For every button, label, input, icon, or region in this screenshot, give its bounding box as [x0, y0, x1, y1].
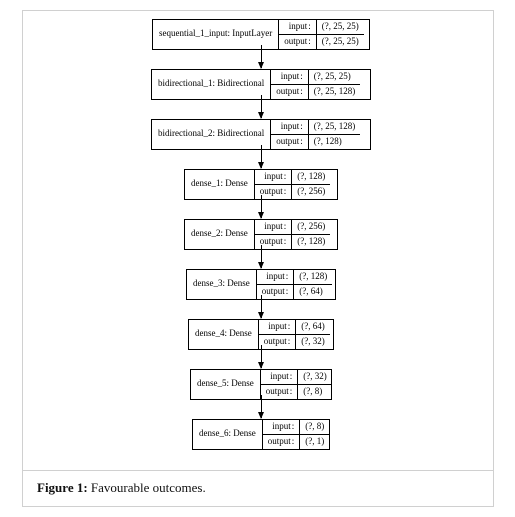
flow-arrow [261, 45, 262, 68]
io-key-output: output [271, 85, 309, 99]
io-val-output: (?, 256) [292, 185, 330, 199]
io-val-input: (?, 25, 25) [317, 20, 364, 35]
io-val-input: (?, 25, 25) [309, 70, 361, 85]
io-val-input: (?, 64) [296, 320, 330, 335]
layer-label: dense_4: Dense [189, 320, 259, 349]
flow-arrow [261, 345, 262, 368]
io-val-output: (?, 128) [309, 135, 361, 149]
io-key-input: input [263, 420, 301, 435]
io-key-input: input [255, 170, 293, 185]
flow-arrow [261, 95, 262, 118]
flow-arrow [261, 395, 262, 418]
layer-label: dense_2: Dense [185, 220, 255, 249]
model-diagram: sequential_1_input: InputLayerinputoutpu… [23, 11, 493, 471]
io-val-output: (?, 64) [294, 285, 332, 299]
layer-label: dense_1: Dense [185, 170, 255, 199]
caption-text: Favourable outcomes. [88, 480, 206, 495]
io-val-output: (?, 32) [296, 335, 330, 349]
io-key-output: output [271, 135, 309, 149]
io-key-output: output [259, 335, 297, 349]
io-val-output: (?, 25, 25) [317, 35, 364, 49]
layer-label: dense_6: Dense [193, 420, 263, 449]
layer-label: dense_5: Dense [191, 370, 261, 399]
flow-arrow [261, 195, 262, 218]
io-key-output: output [263, 435, 301, 449]
io-val-output: (?, 1) [300, 435, 329, 449]
io-val-input: (?, 25, 128) [309, 120, 361, 135]
io-key-input: input [257, 270, 295, 285]
io-key-input: input [259, 320, 297, 335]
io-val-input: (?, 32) [298, 370, 332, 385]
layer-label: bidirectional_1: Bidirectional [152, 70, 271, 99]
io-val-output: (?, 128) [292, 235, 330, 249]
io-key-output: output [257, 285, 295, 299]
layer-label: dense_3: Dense [187, 270, 257, 299]
io-key-output: output [279, 35, 317, 49]
io-key-output: output [261, 385, 299, 399]
flow-arrow [261, 245, 262, 268]
io-val-input: (?, 256) [292, 220, 330, 235]
io-val-output: (?, 25, 128) [309, 85, 361, 99]
caption-label: Figure 1: [37, 480, 88, 495]
layer-node: dense_6: Denseinputoutput(?, 8)(?, 1) [192, 419, 330, 450]
flow-arrow [261, 295, 262, 318]
layer-label: bidirectional_2: Bidirectional [152, 120, 271, 149]
flow-arrow [261, 145, 262, 168]
io-val-output: (?, 8) [298, 385, 332, 399]
figure-frame: sequential_1_input: InputLayerinputoutpu… [22, 10, 494, 507]
io-val-input: (?, 8) [300, 420, 329, 435]
figure-caption: Figure 1: Favourable outcomes. [23, 470, 493, 506]
io-key-input: input [271, 70, 309, 85]
io-key-input: input [255, 220, 293, 235]
io-val-input: (?, 128) [294, 270, 332, 285]
io-key-input: input [279, 20, 317, 35]
io-key-input: input [261, 370, 299, 385]
io-val-input: (?, 128) [292, 170, 330, 185]
io-key-input: input [271, 120, 309, 135]
